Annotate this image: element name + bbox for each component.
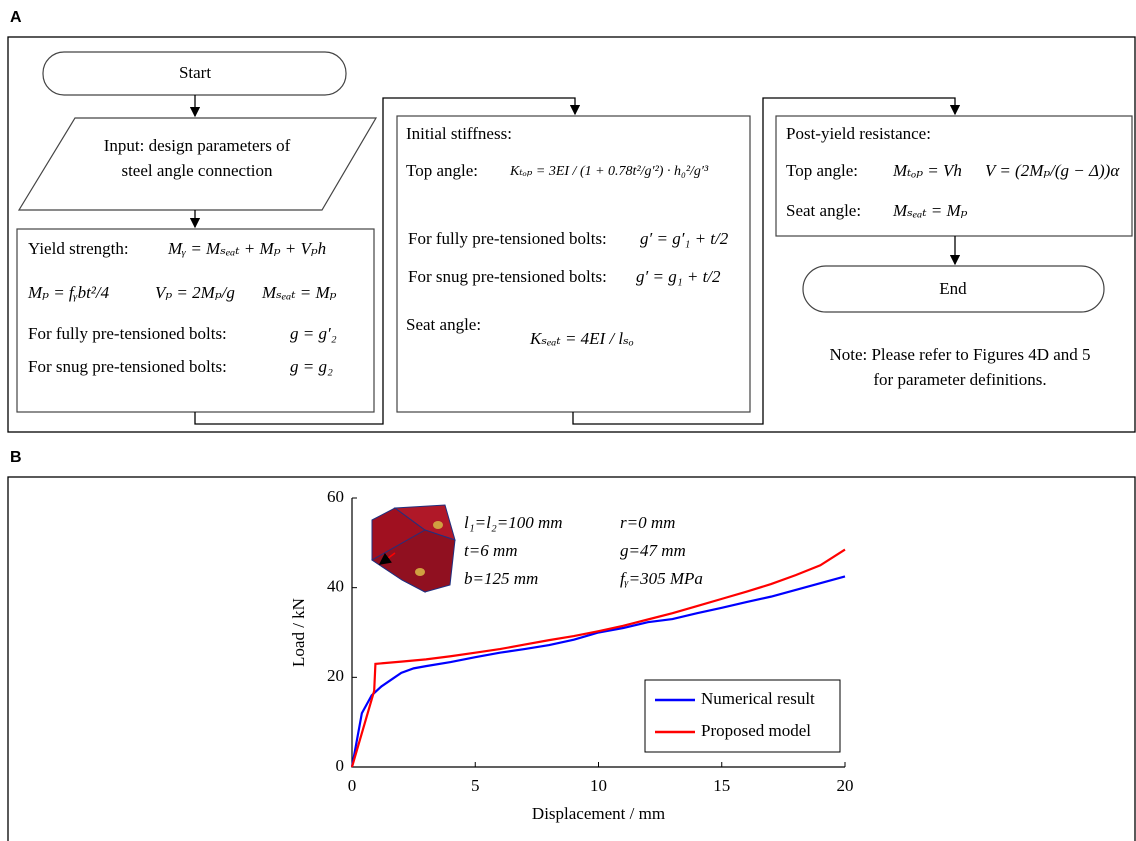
text: For snug pre-tensioned bolts: — [408, 267, 607, 286]
annotation: g=47 mm — [620, 541, 686, 560]
y-axis-label: Load / kN — [289, 598, 308, 667]
y-tick-label: 20 — [327, 666, 344, 685]
text: Top angle: — [786, 161, 858, 180]
formula: g = g′₂ — [290, 324, 337, 343]
annotation: r=0 mm — [620, 513, 675, 532]
y-tick-label: 40 — [327, 577, 344, 596]
annotation: fᵧ=305 MPa — [620, 569, 703, 588]
x-tick-label: 0 — [348, 776, 357, 795]
text: Post-yield resistance: — [786, 124, 931, 143]
y-tick-label: 60 — [327, 487, 344, 506]
panel-label: B — [10, 449, 22, 466]
formula: Mₛₑₐₜ = Mₚ — [261, 283, 337, 302]
formula: Mₚ = fᵧbt²/4 — [27, 283, 110, 302]
annotation: t=6 mm — [464, 541, 518, 560]
panel-label: A — [10, 9, 22, 26]
x-tick-label: 20 — [837, 776, 854, 795]
input-text: Input: design parameters of — [104, 136, 291, 155]
formula: V = (2Mₚ/(g − Δ))α — [985, 161, 1120, 180]
text: Top angle: — [406, 161, 478, 180]
annotation: l₁=l₂=100 mm — [464, 513, 563, 532]
formula: Kₜₒₚ = 3EI / (1 + 0.78t²/g′²) · h₀²/g′³ — [509, 164, 709, 179]
text: Yield strength: — [28, 239, 129, 258]
legend-label: Numerical result — [701, 689, 815, 708]
text: Initial stiffness: — [406, 124, 512, 143]
input-text: steel angle connection — [121, 161, 273, 180]
text: For fully pre-tensioned bolts: — [408, 229, 607, 248]
panel-frame — [8, 477, 1135, 841]
text: Seat angle: — [406, 315, 481, 334]
y-tick-label: 0 — [336, 756, 345, 775]
text: For fully pre-tensioned bolts: — [28, 324, 227, 343]
formula: Mᵧ = Mₛₑₐₜ + Mₚ + Vₚh — [167, 239, 326, 258]
text: Seat angle: — [786, 201, 861, 220]
x-tick-label: 15 — [713, 776, 730, 795]
formula: Kₛₑₐₜ = 4EI / lₛₒ — [529, 329, 634, 348]
formula: Vₚ = 2Mₚ/g — [155, 283, 235, 302]
note: for parameter definitions. — [873, 370, 1046, 389]
legend-label: Proposed model — [701, 721, 811, 740]
figure: A Start Input: design parameters of stee… — [0, 0, 1136, 841]
formula: g = g₂ — [290, 357, 333, 376]
text: For snug pre-tensioned bolts: — [28, 357, 227, 376]
x-axis-label: Displacement / mm — [532, 804, 665, 823]
start-text: Start — [179, 63, 211, 82]
formula: g′ = g₁ + t/2 — [636, 267, 721, 286]
formula: g′ = g′₁ + t/2 — [640, 229, 729, 248]
note: Note: Please refer to Figures 4D and 5 — [829, 345, 1090, 364]
end-text: End — [939, 279, 967, 298]
annotation: b=125 mm — [464, 569, 538, 588]
formula: Mₛₑₐₜ = Mₚ — [892, 201, 968, 220]
x-tick-label: 10 — [590, 776, 607, 795]
x-tick-label: 5 — [471, 776, 480, 795]
formula: Mₜₒₚ = Vh — [892, 161, 962, 180]
model-image — [372, 505, 455, 592]
